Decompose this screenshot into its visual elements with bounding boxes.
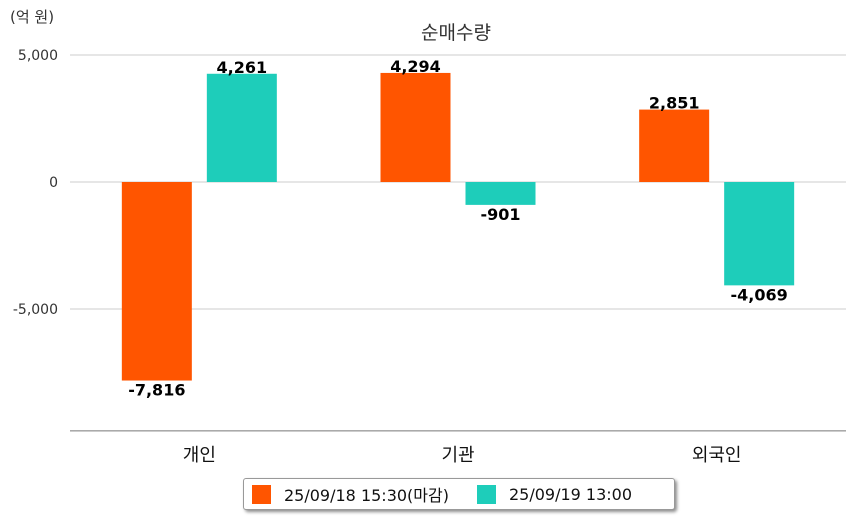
bar-s1-0	[121, 182, 192, 381]
bar-s1-2	[639, 109, 710, 182]
chart-plot: 5,000 0 -5,000 개인 -7,816 4,261 기관 4,294 -901 외국인 2…	[13, 48, 846, 466]
data-label-s2-2: -4,069	[731, 285, 788, 304]
data-label-s1-0: -7,816	[128, 381, 185, 400]
legend-label-series-2: 25/09/19 13:00	[508, 484, 633, 504]
y-tick-label-1: 0	[49, 175, 58, 191]
x-tick-label-1: 기관	[441, 445, 474, 466]
legend-swatch-series-1	[252, 484, 271, 504]
legend-swatch-series-2	[476, 484, 496, 504]
legend: 25/09/18 15:30(마감) 25/09/19 13:00	[243, 478, 675, 510]
unit-label: (억 원)	[10, 8, 55, 26]
chart-title: 순매수량	[421, 22, 491, 44]
data-label-s2-1: -901	[480, 205, 520, 224]
bar-s2-0	[206, 73, 277, 182]
data-label-s1-1: 4,294	[390, 57, 441, 76]
y-tick-label-0: 5,000	[18, 48, 58, 64]
bar-s2-2	[724, 182, 795, 286]
x-tick-label-0: 개인	[183, 445, 216, 466]
legend-label-series-1: 25/09/18 15:30(마감)	[284, 486, 449, 505]
legend-item-series-1[interactable]: 25/09/18 15:30(마감)	[252, 482, 449, 506]
data-label-s2-0: 4,261	[217, 58, 268, 77]
bar-s1-1	[380, 72, 451, 182]
bar-s2-1	[465, 182, 536, 205]
data-label-s1-2: 2,851	[649, 94, 700, 113]
legend-item-series-2[interactable]: 25/09/19 13:00	[476, 484, 633, 504]
x-tick-label-2: 외국인	[692, 445, 742, 466]
y-tick-label-2: -5,000	[13, 302, 58, 318]
